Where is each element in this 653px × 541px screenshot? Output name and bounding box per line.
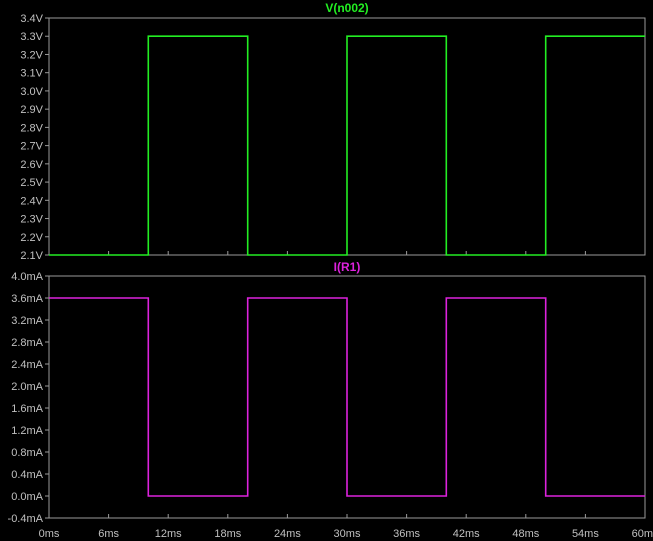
current-y-tick-label: 2.0mA [11, 381, 43, 393]
current-y-tick-label: 4.0mA [11, 271, 43, 283]
x-tick-label: 12ms [155, 528, 182, 540]
voltage-pane[interactable]: V(n002) 2.1V 2.2V 2.3V 2.4V 2.5V 2.6V 2.7V 2.8V… [20, 1, 646, 262]
current-pane-title: I(R1) [334, 260, 361, 274]
voltage-y-tick-label: 2.6V [20, 159, 43, 171]
current-y-tick-label: -0.4mA [8, 513, 44, 525]
voltage-y-tick-label: 2.3V [20, 214, 43, 226]
voltage-y-tick-label: 3.1V [20, 68, 43, 80]
current-y-tick-label: 3.2mA [11, 315, 43, 327]
voltage-y-tick-label: 3.2V [20, 49, 43, 61]
x-tick-label: 6ms [98, 528, 119, 540]
current-y-tick-label: 0.4mA [11, 469, 43, 481]
current-trace [49, 297, 645, 497]
time-x-axis: 0ms 6ms 12ms 18ms 24ms 30ms 36ms 42ms 48ms 54ms 60… [39, 528, 653, 540]
voltage-y-tick-label: 3.4V [20, 13, 43, 25]
voltage-y-tick-label: 3.0V [20, 86, 43, 98]
current-y-tick-label: 0.0mA [11, 491, 43, 503]
voltage-y-tick-label: 2.7V [20, 141, 43, 153]
voltage-pane-title: V(n002) [325, 1, 368, 15]
voltage-y-tick-label: 2.8V [20, 122, 43, 134]
current-y-tick-label: 1.2mA [11, 425, 43, 437]
voltage-y-tick-label: 2.4V [20, 195, 43, 207]
x-tick-label: 54ms [572, 528, 599, 540]
x-tick-label: 18ms [214, 528, 241, 540]
voltage-y-tick-label: 3.3V [20, 31, 43, 43]
x-tick-label: 48ms [512, 528, 539, 540]
voltage-trace [49, 35, 645, 256]
current-y-tick-label: 1.6mA [11, 403, 43, 415]
current-y-axis: -0.4mA 0.0mA 0.4mA 0.8mA 1.2mA 1.6mA 2.0mA 2.4m… [8, 271, 646, 525]
voltage-y-axis: 2.1V 2.2V 2.3V 2.4V 2.5V 2.6V 2.7V 2.8V 2.9V 3.0V… [20, 13, 646, 262]
x-tick-label: 30ms [334, 528, 361, 540]
current-pane[interactable]: I(R1) -0.4mA 0.0mA 0.4mA 0.8mA 1.2mA 1.6mA 2.0… [8, 260, 646, 525]
current-y-tick-label: 0.8mA [11, 447, 43, 459]
x-tick-label: 0ms [39, 528, 60, 540]
current-y-tick-label: 3.6mA [11, 293, 43, 305]
x-tick-label: 60m [632, 528, 653, 540]
voltage-y-tick-label: 2.5V [20, 177, 43, 189]
voltage-y-tick-label: 2.9V [20, 104, 43, 116]
x-tick-label: 36ms [393, 528, 420, 540]
voltage-y-tick-label: 2.2V [20, 232, 43, 244]
x-tick-label: 42ms [453, 528, 480, 540]
current-y-tick-label: 2.4mA [11, 359, 43, 371]
current-y-tick-label: 2.8mA [11, 337, 43, 349]
x-tick-label: 24ms [274, 528, 301, 540]
voltage-y-tick-label: 2.1V [20, 250, 43, 262]
